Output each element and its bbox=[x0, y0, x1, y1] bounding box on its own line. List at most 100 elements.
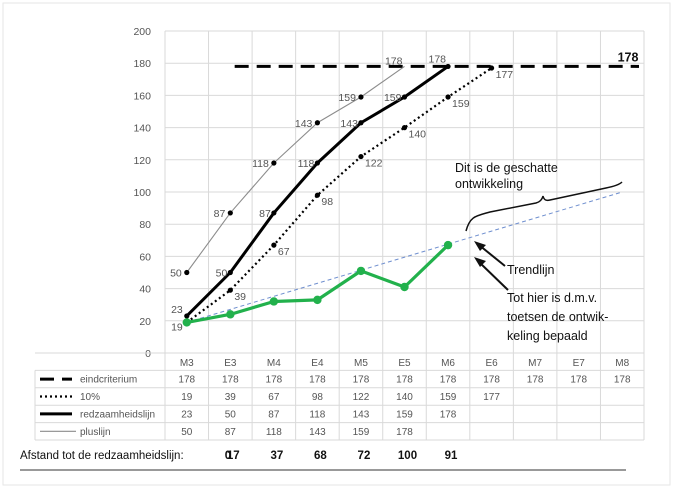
category-label: M4 bbox=[267, 358, 281, 369]
table-cell: 159 bbox=[353, 427, 370, 438]
end-label: 178 bbox=[618, 50, 639, 64]
annotation-estimate: ontwikkeling bbox=[455, 177, 523, 191]
data-label-pluslijn: 50 bbox=[170, 268, 182, 280]
annotation-estimate: Dit is de geschatte bbox=[455, 161, 558, 175]
data-label-10pct: 177 bbox=[496, 69, 514, 81]
afstand-value: 68 bbox=[314, 450, 327, 462]
category-label: E7 bbox=[573, 358, 586, 369]
data-label-redzaamheidslijn: 50 bbox=[216, 268, 228, 280]
data-point bbox=[358, 153, 364, 160]
y-tick-label: 140 bbox=[133, 123, 151, 135]
data-label-10pct: 122 bbox=[365, 158, 383, 170]
data-point bbox=[356, 266, 366, 276]
y-tick-label: 20 bbox=[139, 316, 151, 328]
table-cell: 39 bbox=[225, 392, 237, 403]
category-label: E6 bbox=[485, 358, 498, 369]
data-point bbox=[358, 94, 364, 100]
arrow-head bbox=[474, 257, 486, 267]
y-tick-label: 0 bbox=[145, 348, 151, 360]
category-label: E3 bbox=[224, 358, 237, 369]
legend-label: redzaamheidslijn bbox=[80, 409, 155, 420]
y-tick-label: 100 bbox=[133, 187, 151, 199]
y-tick-label: 80 bbox=[139, 219, 151, 231]
brace bbox=[465, 181, 623, 232]
category-label: M5 bbox=[354, 358, 368, 369]
y-tick-label: 180 bbox=[133, 58, 151, 70]
data-label-pluslijn: 87 bbox=[214, 208, 226, 220]
data-point bbox=[227, 210, 233, 216]
annotation-measured: Tot hier is d.m.v. bbox=[507, 291, 597, 305]
table-cell: 178 bbox=[222, 375, 239, 386]
y-tick-label: 120 bbox=[133, 155, 151, 167]
data-table: M3 E3 M4 E4 M5 E5 M6 E6 M7 E7 M8 eindcriterium 178 17… bbox=[34, 352, 644, 441]
data-label-redzaamheidslijn: 23 bbox=[171, 304, 183, 316]
table-cell: 23 bbox=[181, 409, 193, 420]
table-cell: 118 bbox=[266, 427, 282, 438]
afstand-value: 37 bbox=[270, 450, 283, 462]
arrow-head bbox=[474, 241, 486, 251]
table-cell: 87 bbox=[268, 409, 280, 420]
table-cell: 143 bbox=[353, 409, 370, 420]
category-label: E5 bbox=[398, 358, 411, 369]
category-label: M7 bbox=[528, 358, 542, 369]
data-point bbox=[226, 310, 235, 319]
y-tick-label: 160 bbox=[133, 90, 151, 102]
table-cell: 50 bbox=[225, 409, 237, 420]
data-label-redzaamheidslijn: 178 bbox=[429, 53, 447, 65]
table-cell: 118 bbox=[309, 409, 325, 420]
data-point bbox=[227, 269, 233, 276]
table-cell: 178 bbox=[483, 375, 500, 386]
afstand-value: 0 bbox=[225, 450, 231, 462]
data-point bbox=[271, 242, 277, 248]
series-line-pluslijn bbox=[186, 65, 405, 273]
legend-label: pluslijn bbox=[80, 427, 111, 438]
afstand-row: Afstand tot de redzaamheidslijn: 017 37 68 7… bbox=[20, 450, 626, 471]
data-point bbox=[443, 240, 453, 250]
data-point bbox=[445, 94, 451, 100]
table-cell: 143 bbox=[309, 427, 326, 438]
afstand-value: 17 bbox=[227, 450, 240, 462]
data-point bbox=[488, 65, 495, 71]
data-point bbox=[313, 295, 322, 305]
table-cell: 159 bbox=[396, 409, 413, 420]
data-point bbox=[400, 282, 409, 292]
afstand-label: Afstand tot de redzaamheidslijn: bbox=[20, 450, 184, 462]
category-label: E4 bbox=[311, 358, 324, 369]
category-label: M3 bbox=[180, 358, 194, 369]
table-cell: 178 bbox=[570, 375, 587, 386]
annotations: Dit is de geschatte ontwikkeling Trendlijn… bbox=[455, 161, 623, 343]
data-point bbox=[227, 287, 233, 293]
table-cell: 178 bbox=[353, 375, 370, 386]
annotation-trendlijn: Trendlijn bbox=[507, 263, 555, 277]
data-labels: 50 87 118 143 159 178 23 50 87 118 143 159 178 19 39 67… bbox=[170, 50, 638, 333]
table-cell: 50 bbox=[181, 427, 193, 438]
legend-label: eindcriterium bbox=[80, 375, 137, 386]
afstand-value: 72 bbox=[358, 450, 371, 462]
data-label-redzaamheidslijn: 87 bbox=[259, 208, 271, 220]
trendline bbox=[186, 191, 623, 323]
data-label-pluslijn: 143 bbox=[295, 118, 313, 130]
data-label-redzaamheidslijn: 159 bbox=[384, 92, 402, 104]
table-cell: 19 bbox=[181, 392, 193, 403]
data-label-redzaamheidslijn: 118 bbox=[298, 158, 315, 170]
table-cell: 178 bbox=[440, 409, 457, 420]
data-point bbox=[401, 94, 408, 100]
data-label-pluslijn: 159 bbox=[338, 92, 356, 104]
arrow-trendlijn bbox=[478, 244, 506, 267]
data-label-10pct: 67 bbox=[278, 246, 290, 258]
afstand-value: 91 bbox=[445, 450, 458, 462]
data-point bbox=[184, 269, 190, 276]
category-label: M8 bbox=[615, 358, 629, 369]
chart-border bbox=[2, 2, 671, 486]
data-point bbox=[401, 125, 408, 131]
table-cell: 122 bbox=[353, 392, 370, 403]
category-label: M6 bbox=[441, 358, 455, 369]
table-cell: 177 bbox=[483, 392, 500, 403]
y-tick-label: 200 bbox=[133, 26, 151, 38]
annotation-measured: keling bepaald bbox=[507, 329, 588, 343]
table-cell: 178 bbox=[396, 375, 413, 386]
data-point bbox=[358, 120, 364, 126]
data-point bbox=[314, 120, 321, 126]
table-cell: 178 bbox=[527, 375, 544, 386]
